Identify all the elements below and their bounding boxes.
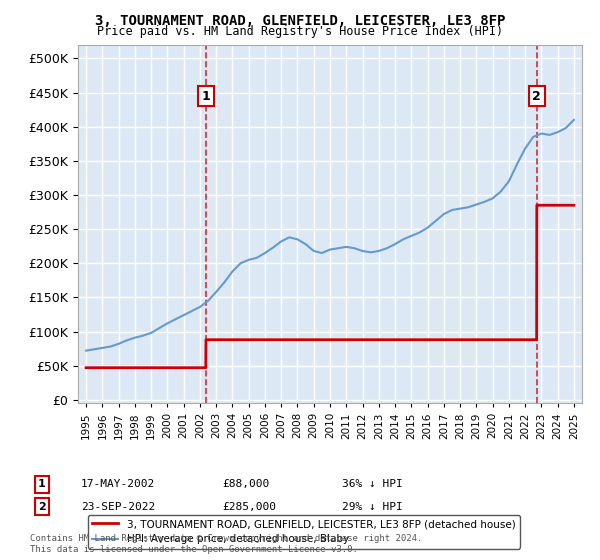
Text: Price paid vs. HM Land Registry's House Price Index (HPI): Price paid vs. HM Land Registry's House …: [97, 25, 503, 38]
3, TOURNAMENT ROAD, GLENFIELD, LEICESTER, LE3 8FP (detached house): [202, 365, 209, 371]
HPI: Average price, detached house, Blaby: (2.01e+03, 2.24e+05): Average price, detached house, Blaby: (2…: [343, 244, 350, 250]
HPI: Average price, detached house, Blaby: (2.01e+03, 2.18e+05): Average price, detached house, Blaby: (2…: [375, 248, 382, 254]
Text: 3, TOURNAMENT ROAD, GLENFIELD, LEICESTER, LE3 8FP: 3, TOURNAMENT ROAD, GLENFIELD, LEICESTER…: [95, 14, 505, 28]
Text: 2: 2: [532, 90, 541, 102]
Text: £88,000: £88,000: [222, 479, 269, 489]
3, TOURNAMENT ROAD, GLENFIELD, LEICESTER, LE3 8FP (detached house): [570, 202, 577, 208]
HPI: Average price, detached house, Blaby: (2e+03, 7.2e+04): Average price, detached house, Blaby: (2…: [83, 347, 90, 354]
HPI: Average price, detached house, Blaby: (2.02e+03, 4.1e+05): Average price, detached house, Blaby: (2…: [570, 116, 577, 123]
Text: 2: 2: [38, 502, 46, 512]
Text: £285,000: £285,000: [222, 502, 276, 512]
Legend: 3, TOURNAMENT ROAD, GLENFIELD, LEICESTER, LE3 8FP (detached house), HPI: Average: 3, TOURNAMENT ROAD, GLENFIELD, LEICESTER…: [88, 515, 520, 548]
3, TOURNAMENT ROAD, GLENFIELD, LEICESTER, LE3 8FP (detached house): [533, 202, 541, 208]
Text: 1: 1: [202, 90, 211, 102]
HPI: Average price, detached house, Blaby: (2e+03, 1.36e+05): Average price, detached house, Blaby: (2…: [196, 304, 203, 310]
Text: 17-MAY-2002: 17-MAY-2002: [81, 479, 155, 489]
HPI: Average price, detached house, Blaby: (2.02e+03, 3.2e+05): Average price, detached house, Blaby: (2…: [505, 178, 512, 185]
Text: 1: 1: [38, 479, 46, 489]
Text: 23-SEP-2022: 23-SEP-2022: [81, 502, 155, 512]
Text: 36% ↓ HPI: 36% ↓ HPI: [342, 479, 403, 489]
Text: 29% ↓ HPI: 29% ↓ HPI: [342, 502, 403, 512]
3, TOURNAMENT ROAD, GLENFIELD, LEICESTER, LE3 8FP (detached house): [202, 337, 209, 343]
HPI: Average price, detached house, Blaby: (2e+03, 1.24e+05): Average price, detached house, Blaby: (2…: [180, 312, 187, 319]
Line: 3, TOURNAMENT ROAD, GLENFIELD, LEICESTER, LE3 8FP (detached house): 3, TOURNAMENT ROAD, GLENFIELD, LEICESTER…: [86, 205, 574, 368]
Text: This data is licensed under the Open Government Licence v3.0.: This data is licensed under the Open Gov…: [30, 545, 358, 554]
3, TOURNAMENT ROAD, GLENFIELD, LEICESTER, LE3 8FP (detached house): [533, 337, 540, 343]
3, TOURNAMENT ROAD, GLENFIELD, LEICESTER, LE3 8FP (detached house): [83, 365, 90, 371]
Line: HPI: Average price, detached house, Blaby: HPI: Average price, detached house, Blab…: [86, 120, 574, 351]
Text: Contains HM Land Registry data © Crown copyright and database right 2024.: Contains HM Land Registry data © Crown c…: [30, 534, 422, 543]
HPI: Average price, detached house, Blaby: (2.01e+03, 2.08e+05): Average price, detached house, Blaby: (2…: [253, 254, 260, 261]
